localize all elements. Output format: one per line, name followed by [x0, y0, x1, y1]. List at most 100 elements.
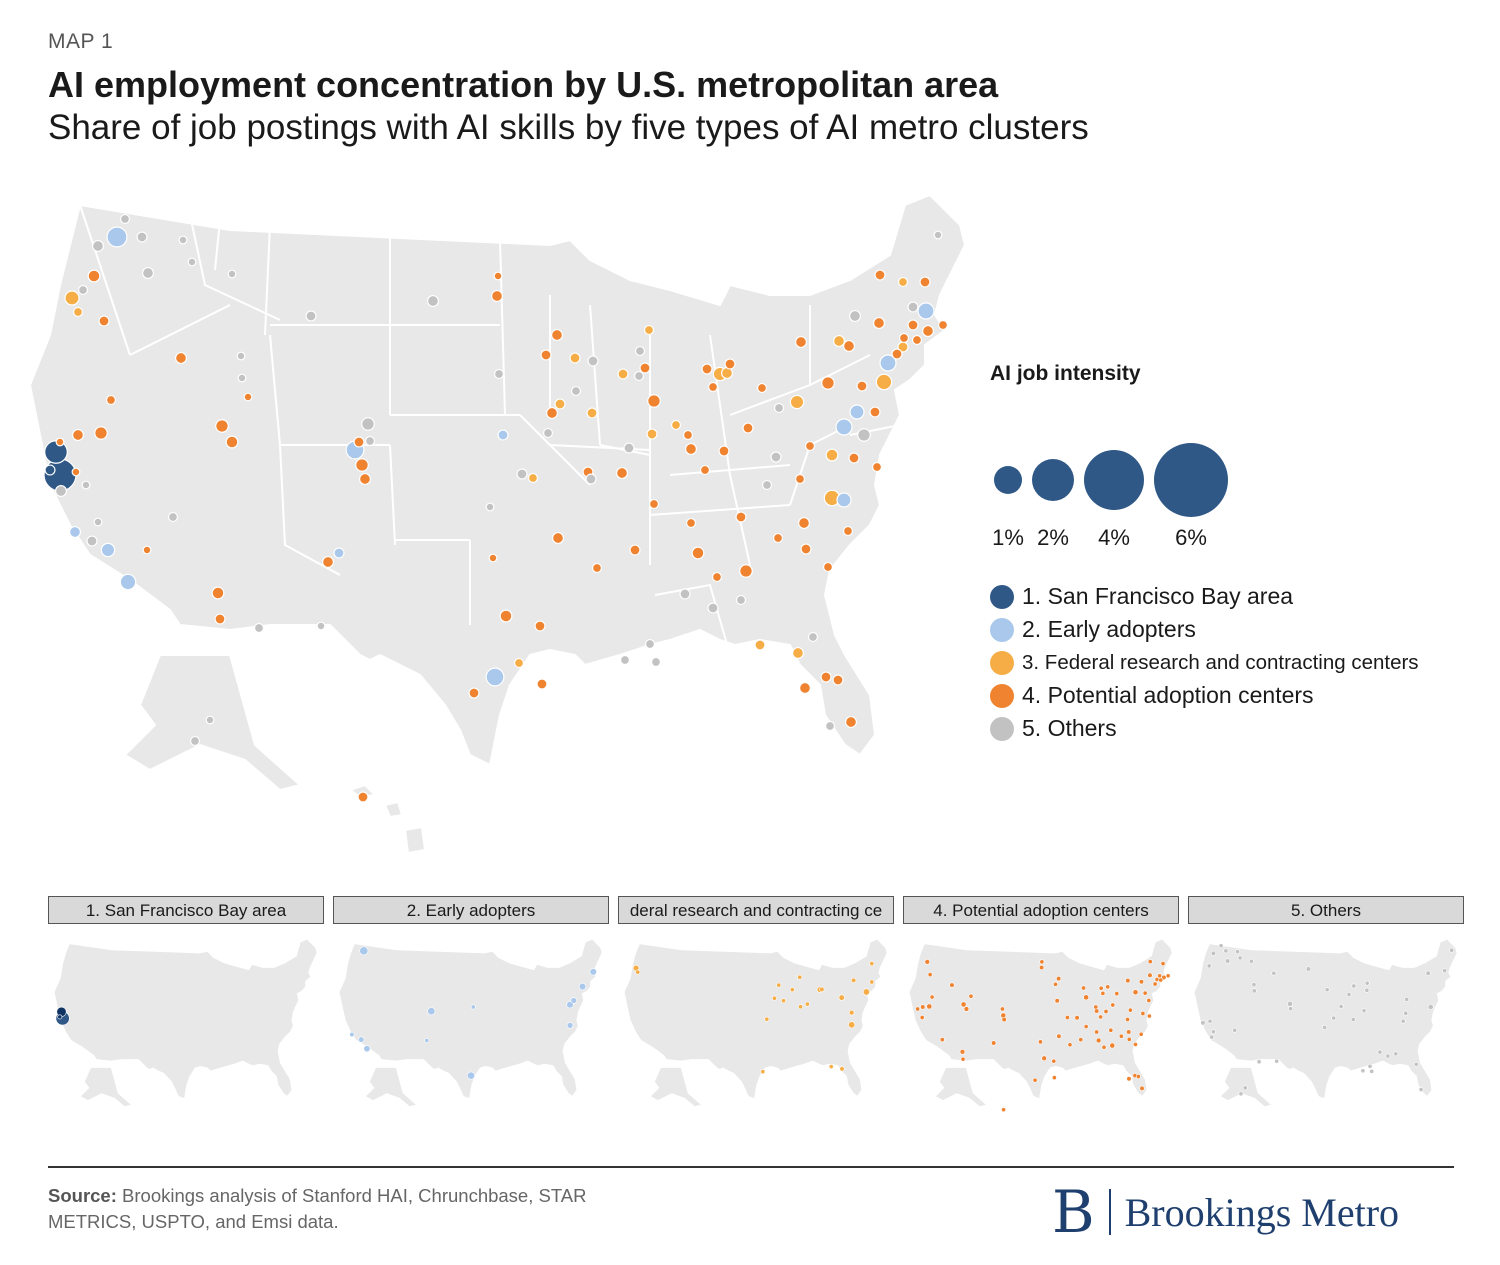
metro-bubble-cluster-5 — [761, 479, 773, 491]
panel-metro-bubble — [1041, 1055, 1047, 1062]
metro-bubble-cluster-3 — [670, 419, 682, 431]
panel-metro-bubble — [363, 1045, 371, 1053]
small-multiples: 1. San Francisco Bay area 2. Early adopte… — [48, 896, 1468, 1126]
cluster-swatch — [990, 683, 1014, 708]
panel-metro-bubble — [1032, 1077, 1038, 1083]
size-legend-label: 1% — [992, 525, 1024, 550]
metro-bubble-cluster-4 — [832, 674, 844, 686]
cluster-panel-5: 5. Others — [1188, 896, 1464, 1120]
metro-bubble-cluster-4 — [911, 334, 923, 346]
panel-metro-bubble — [1206, 963, 1212, 969]
panel-metro-bubble — [772, 995, 777, 1001]
panel-metro-bubble — [869, 961, 875, 967]
panel-metro-bubble — [939, 1037, 945, 1043]
metro-bubble-cluster-4 — [798, 681, 812, 695]
panel-metro-bubble — [1210, 950, 1217, 956]
panel-metro-bubble — [1094, 1029, 1100, 1035]
panel-metro-bubble — [919, 1015, 925, 1020]
cluster-legend-item: 4. Potential adoption centers — [990, 679, 1470, 712]
panel-metro-bubble — [1235, 949, 1240, 955]
panel-metro-bubble — [1242, 1085, 1248, 1091]
metro-bubble-cluster-4 — [71, 467, 81, 477]
panel-land — [1193, 938, 1458, 1100]
panel-metro-bubble — [1346, 992, 1352, 997]
metro-bubble-cluster-3 — [791, 646, 805, 660]
metro-bubble-cluster-5 — [141, 266, 155, 280]
source-note: Source: Brookings analysis of Stanford H… — [48, 1183, 648, 1235]
metro-bubble-cluster-3 — [527, 472, 539, 484]
panel-metro-bubble — [1110, 1002, 1116, 1008]
metro-bubble-cluster-4 — [937, 319, 949, 331]
panel-metro-bubble — [929, 994, 935, 1000]
panel-metro-bubble — [1001, 1016, 1007, 1023]
panel-metro-bubble — [1126, 1036, 1132, 1042]
metro-bubble-cluster-5 — [848, 309, 862, 323]
panel-title: 4. Potential adoption centers — [903, 896, 1179, 924]
metro-bubble-cluster-5 — [86, 535, 98, 547]
metro-bubble-cluster-4 — [921, 324, 935, 338]
panel-metro-bubble — [1138, 979, 1145, 985]
panel-metro-bubble — [1098, 1014, 1104, 1020]
metro-bubble-cluster-5 — [316, 621, 326, 631]
panel-land — [338, 938, 603, 1100]
metro-bubble-cluster-4 — [490, 289, 504, 303]
metro-bubble-cluster-2 — [485, 667, 505, 687]
panel-metro-bubble — [949, 982, 955, 988]
panel-metro-bubble — [1094, 1008, 1100, 1014]
metro-bubble-cluster-4 — [794, 335, 808, 349]
panel-metro-bubble — [1442, 968, 1448, 974]
metro-bubble-cluster-2 — [68, 525, 82, 539]
metro-bubble-cluster-4 — [844, 715, 858, 729]
cluster-legend-label: 1. San Francisco Bay area — [1022, 583, 1294, 609]
size-legend-label: 2% — [1037, 525, 1069, 550]
metro-bubble-cluster-5 — [770, 451, 782, 463]
panel-metro-bubble — [828, 1064, 834, 1070]
panel-metro-bubble — [1103, 1009, 1109, 1014]
metro-bubble-cluster-4 — [684, 442, 698, 456]
panel-metro-bubble — [1147, 959, 1153, 965]
legend: AI job intensity 1% 2% 4% 6% 1. San Francis… — [990, 362, 1470, 745]
metro-bubble-cluster-5 — [81, 480, 91, 490]
metro-bubble-cluster-4 — [615, 466, 629, 480]
metro-bubble-cluster-4 — [891, 348, 903, 360]
panel-metro-bubble — [589, 968, 597, 976]
panel-metro-bubble — [1142, 990, 1148, 996]
panel-metro-bubble — [1135, 1074, 1141, 1079]
panel-metro-bubble — [1364, 980, 1370, 986]
metro-bubble-cluster-4 — [794, 473, 806, 485]
panel-metro-bubble — [959, 1049, 966, 1055]
metro-bubble-cluster-5 — [485, 502, 495, 512]
metro-bubbles — [43, 213, 949, 803]
panel-alaska — [365, 1067, 416, 1107]
panel-metro-bubble — [804, 1001, 810, 1007]
panel-metro-bubble — [1367, 1063, 1373, 1069]
panel-metro-bubble — [1225, 958, 1231, 964]
metro-bubble-cluster-5 — [227, 269, 237, 279]
size-legend: 1% 2% 4% 6% — [992, 443, 1228, 550]
metro-bubble-cluster-5 — [136, 231, 148, 243]
panel-metro-bubble — [1400, 1018, 1406, 1024]
panel-metro-bubble — [1081, 985, 1087, 991]
metro-bubble-cluster-5 — [634, 345, 646, 357]
metro-bubble-cluster-4 — [488, 553, 498, 563]
panel-metro-bubble — [1248, 958, 1254, 964]
map-number: MAP 1 — [48, 30, 114, 53]
metro-bubble-cluster-5 — [807, 631, 819, 643]
panel-metro-bubble — [1403, 1010, 1409, 1016]
metro-bubble-cluster-4 — [243, 392, 253, 402]
panel-metro-bubble — [1109, 1042, 1116, 1049]
size-legend-label: 6% — [1175, 525, 1207, 550]
metro-bubble-cluster-5 — [426, 294, 440, 308]
panel-metro-bubble — [1425, 970, 1431, 976]
panel-metro-bubble — [1404, 996, 1410, 1002]
metro-bubble-cluster-4 — [842, 339, 856, 353]
land-shapes — [30, 194, 966, 854]
metro-bubble-cluster-4 — [358, 472, 372, 486]
cluster-legend-label: 5. Others — [1022, 715, 1117, 741]
panel-metro-bubble — [1098, 985, 1104, 991]
panel-metro-bubble — [1125, 978, 1131, 984]
metro-bubble-cluster-4 — [629, 544, 641, 556]
metro-bubble-cluster-4 — [800, 543, 812, 555]
metro-bubble-cluster-5 — [361, 417, 375, 431]
cluster-legend-item: 3. Federal research and contracting cent… — [990, 646, 1470, 679]
